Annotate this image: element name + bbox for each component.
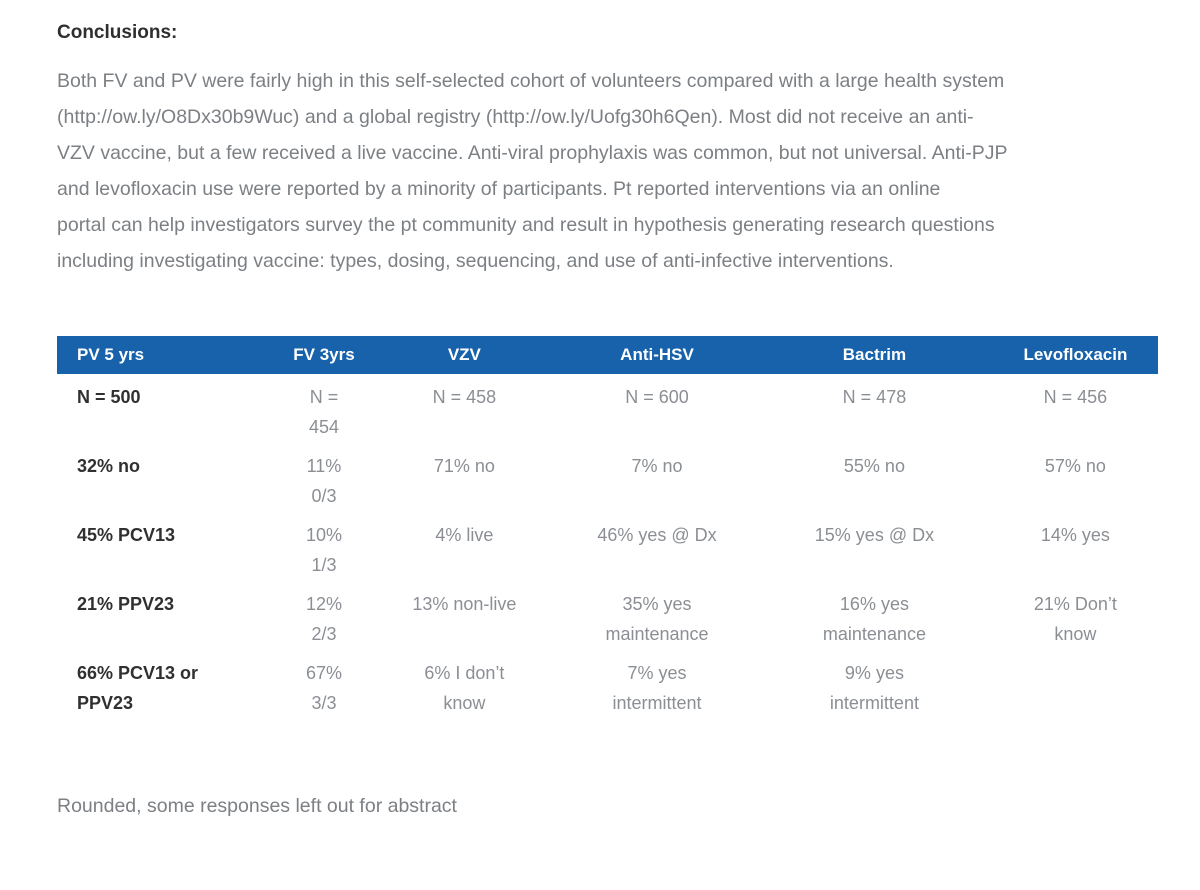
table-cell: 13% non-live xyxy=(412,593,517,614)
column-header: VZV xyxy=(370,335,558,374)
table-cell: 66% PCV13 or PPV23 xyxy=(77,662,199,713)
table-cell: 7% yes intermittent xyxy=(612,662,702,713)
table-cell: 15% yes @ Dx xyxy=(814,524,935,545)
table-cell: 16% yes maintenance xyxy=(822,593,926,644)
table-cell: N = 454 xyxy=(308,386,339,437)
table-cell: N = 478 xyxy=(842,386,907,407)
table-cell: 11% 0/3 xyxy=(306,455,342,506)
table-cell: 35% yes maintenance xyxy=(605,593,709,644)
table-cell: 71% no xyxy=(433,455,495,476)
table-cell: 6% I don’t know xyxy=(424,662,505,713)
table-cell: 21% Don’t know xyxy=(1033,593,1117,644)
conclusions-paragraph: Both FV and PV were fairly high in this … xyxy=(57,69,1008,272)
results-table: PV 5 yrs FV 3yrs VZV Anti-HSV Bactrim Levoflo… xyxy=(57,335,1158,719)
table-row: 66% PCV13 or PPV23 67% 3/3 6% I don’t know… xyxy=(57,650,1158,719)
table-cell: 7% no xyxy=(631,455,683,476)
footnote: Rounded, some responses left out for abs… xyxy=(57,794,457,817)
table-cell: 9% yes intermittent xyxy=(829,662,919,713)
table-cell: N = 456 xyxy=(1043,386,1108,407)
table-cell: N = 500 xyxy=(77,386,141,407)
table-row: 21% PPV23 12% 2/3 13% non-live 35% yes main… xyxy=(57,581,1158,650)
column-header: Anti-HSV xyxy=(557,335,757,374)
column-header: FV 3yrs xyxy=(277,335,371,374)
table-cell: 46% yes @ Dx xyxy=(597,524,717,545)
table-cell: 10% 1/3 xyxy=(305,524,342,575)
table-cell: 21% PPV23 xyxy=(77,593,175,614)
table-cell: N = 458 xyxy=(432,386,497,407)
table-cell: 57% no xyxy=(1044,455,1106,476)
column-header: Bactrim xyxy=(756,335,993,374)
table-header-row: PV 5 yrs FV 3yrs VZV Anti-HSV Bactrim Levoflo… xyxy=(57,335,1158,374)
table-cell: N = 600 xyxy=(625,386,689,407)
column-header: Levofloxacin xyxy=(992,335,1158,374)
table-row: 32% no 11% 0/3 71% no 7% no 55% no 57% no xyxy=(57,443,1158,512)
table-cell: 4% live xyxy=(435,524,494,545)
table-cell xyxy=(993,650,1158,719)
table-cell: 55% no xyxy=(843,455,905,476)
table-cell: 12% 2/3 xyxy=(305,593,342,644)
table-cell: 32% no xyxy=(77,455,141,476)
table-row: 45% PCV13 10% 1/3 4% live 46% yes @ Dx 15% y… xyxy=(57,512,1158,581)
table-cell: 14% yes xyxy=(1040,524,1110,545)
column-header: PV 5 yrs xyxy=(57,335,278,374)
table-cell: 45% PCV13 xyxy=(77,524,176,545)
table-row: N = 500 N = 454 N = 458 N = 600 N = 478 N = 4… xyxy=(57,374,1158,443)
conclusions-heading: Conclusions: xyxy=(57,22,178,43)
table-cell: 67% 3/3 xyxy=(305,662,342,713)
abstract-page: Conclusions: Both FV and PV were fairly … xyxy=(57,22,1158,817)
